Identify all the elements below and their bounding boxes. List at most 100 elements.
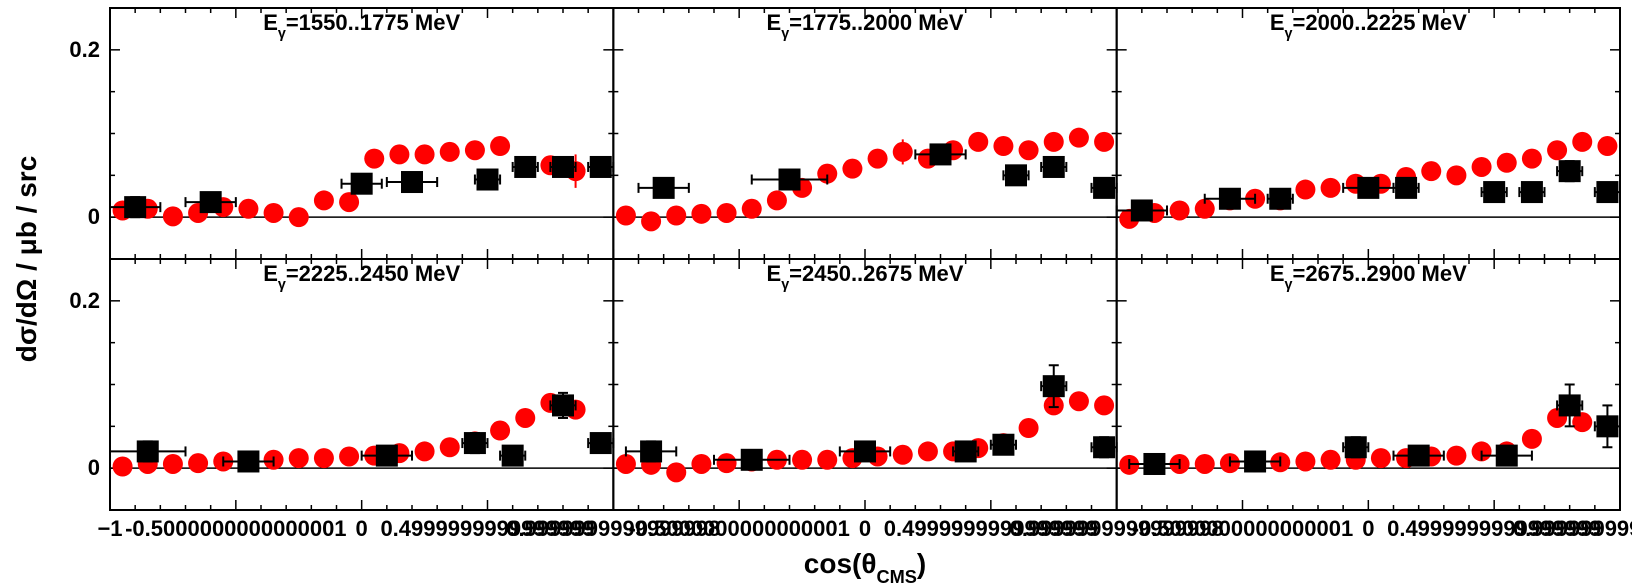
red-marker	[1094, 132, 1114, 152]
x-tick-label: −1	[97, 516, 122, 541]
red-marker	[1019, 418, 1039, 438]
black-marker	[351, 173, 373, 195]
red-marker	[893, 445, 913, 465]
x-tick-label: 0.9999999999999998	[1513, 516, 1632, 541]
black-marker	[401, 171, 423, 193]
black-marker	[854, 440, 876, 462]
red-marker	[1069, 391, 1089, 411]
red-marker	[918, 441, 938, 461]
black-marker	[464, 432, 486, 454]
red-marker	[163, 206, 183, 226]
black-marker	[779, 169, 801, 191]
black-marker	[137, 440, 159, 462]
red-marker	[767, 190, 787, 210]
red-marker	[1195, 454, 1215, 474]
y-tick-label: 0.2	[69, 37, 100, 62]
panel-frame	[1117, 8, 1620, 259]
red-marker	[289, 448, 309, 468]
black-marker	[1496, 445, 1518, 467]
x-tick-label: 0	[356, 516, 368, 541]
x-tick-label: -0.5000000000000001	[125, 516, 346, 541]
panel-frame	[1117, 259, 1620, 510]
red-marker	[188, 453, 208, 473]
black-marker	[552, 394, 574, 416]
black-marker	[1357, 177, 1379, 199]
red-marker	[1472, 157, 1492, 177]
black-marker	[1596, 181, 1618, 203]
black-marker	[1131, 199, 1153, 221]
black-marker	[200, 191, 222, 213]
red-marker	[666, 205, 686, 225]
y-tick-label: 0	[88, 204, 100, 229]
x-tick-label: -0.5000000000000001	[1132, 516, 1353, 541]
red-marker	[415, 441, 435, 461]
red-marker	[1547, 140, 1567, 160]
black-marker	[1559, 394, 1581, 416]
red-marker	[314, 448, 334, 468]
black-marker	[653, 177, 675, 199]
panel-title: Eγ=2450..2675 MeV	[767, 261, 964, 293]
panel-4: -0.500000000000000100.49999999999999990.…	[613, 259, 1223, 541]
red-marker	[314, 190, 334, 210]
black-marker	[992, 434, 1014, 456]
red-marker	[364, 149, 384, 169]
red-marker	[641, 211, 661, 231]
panel-frame	[613, 8, 1116, 259]
red-marker	[163, 454, 183, 474]
red-marker	[1019, 140, 1039, 160]
panel-5: -0.500000000000000100.49999999999999990.…	[1117, 259, 1632, 541]
x-axis-label: cos(θCMS)	[804, 548, 926, 583]
y-axis-label: dσ/dΩ / μb / src	[11, 156, 42, 363]
red-marker	[1069, 128, 1089, 148]
red-marker	[515, 408, 535, 428]
red-marker	[691, 454, 711, 474]
black-marker	[1043, 375, 1065, 397]
red-marker	[238, 199, 258, 219]
red-marker	[993, 136, 1013, 156]
red-marker	[1321, 178, 1341, 198]
red-marker	[842, 159, 862, 179]
red-marker	[968, 132, 988, 152]
panel-title: Eγ=1775..2000 MeV	[767, 10, 964, 42]
red-marker	[1371, 448, 1391, 468]
black-marker	[1345, 436, 1367, 458]
black-marker	[1219, 188, 1241, 210]
red-marker	[717, 453, 737, 473]
red-marker	[1446, 165, 1466, 185]
red-marker	[1421, 161, 1441, 181]
red-marker	[742, 199, 762, 219]
black-marker	[124, 196, 146, 218]
black-marker	[1269, 188, 1291, 210]
black-marker	[1395, 177, 1417, 199]
cross-section-figure: dσ/dΩ / μb / srccos(θCMS)00.2Eγ=1550..17…	[0, 0, 1632, 583]
red-marker	[1522, 429, 1542, 449]
red-marker	[616, 205, 636, 225]
red-marker	[339, 446, 359, 466]
red-marker	[1497, 153, 1517, 173]
black-marker	[502, 445, 524, 467]
black-marker	[1521, 181, 1543, 203]
x-tick-label: -0.5000000000000001	[628, 516, 849, 541]
red-marker	[289, 207, 309, 227]
black-marker	[1483, 181, 1505, 203]
black-marker	[552, 156, 574, 178]
red-marker	[1572, 132, 1592, 152]
black-marker	[477, 169, 499, 191]
red-marker	[792, 450, 812, 470]
black-marker	[376, 445, 398, 467]
y-tick-label: 0	[88, 455, 100, 480]
panel-frame	[110, 259, 613, 510]
x-tick-label: 0	[1362, 516, 1374, 541]
panel-title: Eγ=2000..2225 MeV	[1270, 10, 1467, 42]
black-marker	[1559, 160, 1581, 182]
red-marker	[113, 456, 133, 476]
red-marker	[1295, 451, 1315, 471]
panel-frame	[110, 8, 613, 259]
red-marker	[1044, 132, 1064, 152]
black-marker	[955, 440, 977, 462]
black-marker	[237, 450, 259, 472]
red-marker	[339, 192, 359, 212]
red-marker	[1522, 149, 1542, 169]
red-marker	[868, 149, 888, 169]
panel-title: Eγ=2225..2450 MeV	[263, 261, 460, 293]
